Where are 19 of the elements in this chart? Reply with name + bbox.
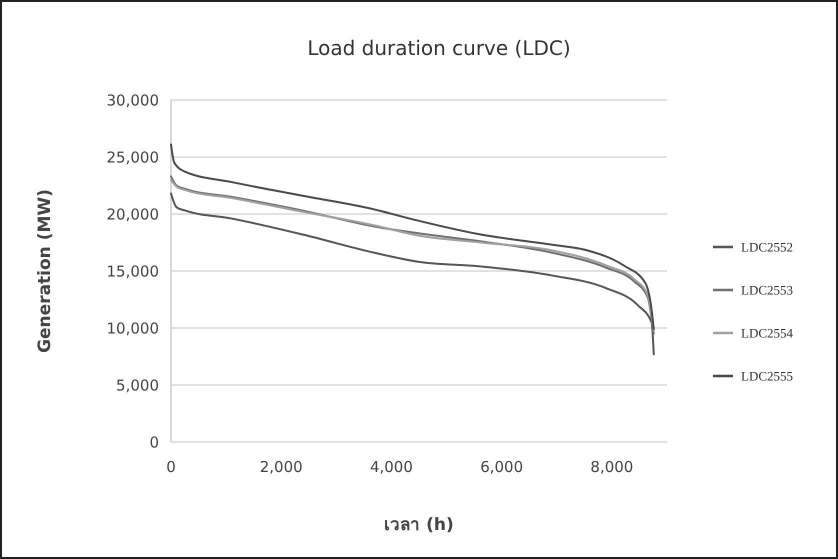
x-tick-label: 2,000 [260, 458, 303, 476]
y-tick-label: 0 [149, 433, 159, 452]
x-tick-label: 0 [166, 458, 176, 476]
legend-label: LDC2552 [741, 240, 793, 255]
y-tick-label: 30,000 [106, 91, 159, 110]
y-tick-label: 20,000 [106, 205, 159, 224]
y-tick-label: 25,000 [106, 148, 159, 166]
legend-label: LDC2555 [741, 368, 793, 384]
x-tick-label: 8,000 [590, 458, 634, 476]
legend-label: LDC2554 [741, 326, 794, 341]
x-tick-label: 4,000 [370, 458, 413, 476]
y-tick-label: 15,000 [106, 262, 159, 280]
y-tick-label: 5,000 [116, 376, 159, 394]
chart-title: Load duration curve (LDC) [307, 36, 571, 60]
legend-label: LDC2553 [741, 282, 793, 298]
x-tick-label: 6,000 [480, 458, 524, 476]
y-tick-label: 10,000 [106, 319, 159, 338]
x-axis-title: เวลา (h) [384, 515, 454, 535]
y-axis-title: Generation (MW) [35, 189, 55, 353]
